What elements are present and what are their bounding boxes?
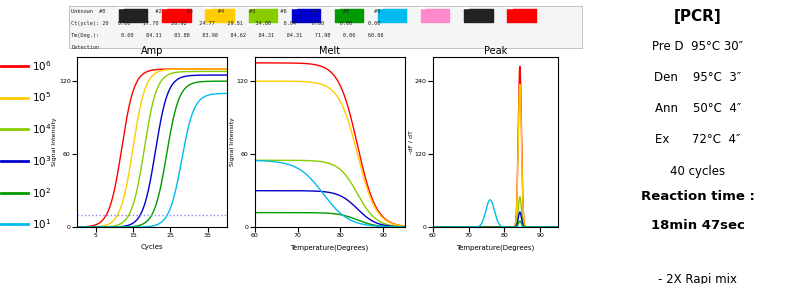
Text: $10^1$: $10^1$ [32,218,51,231]
Bar [205,9,234,22]
Text: Pre D  95°C 30″: Pre D 95°C 30″ [652,40,743,53]
Bar [375,0,383,9]
Title: Amp: Amp [141,46,163,56]
Bar [464,9,493,22]
Bar [116,0,125,9]
Text: Reaction time :: Reaction time : [641,190,755,203]
Bar [159,0,167,9]
Y-axis label: Signal Intensity: Signal Intensity [53,118,57,166]
Text: Ex      72°C  4″: Ex 72°C 4″ [655,133,740,147]
Text: 18min 47sec: 18min 47sec [650,219,745,232]
Title: Melt: Melt [319,46,341,56]
Bar [289,0,297,9]
X-axis label: Cycles: Cycles [141,244,163,250]
Title: Peak: Peak [484,46,507,56]
Bar [378,9,406,22]
Text: $10^4$: $10^4$ [32,122,51,136]
Bar [163,9,190,22]
X-axis label: Temperature(Degrees): Temperature(Degrees) [456,244,535,250]
Text: - 2X Rapi mix: - 2X Rapi mix [659,273,737,284]
Text: Tm(Deg.):       0.00    84.31    83.88    83.98    84.62    84.31    84.31    71: Tm(Deg.): 0.00 84.31 83.88 83.98 84.62 8… [71,34,383,38]
Text: Den    95°C  3″: Den 95°C 3″ [654,71,741,84]
Text: $10^2$: $10^2$ [32,186,51,200]
Bar [507,9,536,22]
Bar [421,9,450,22]
Text: $10^5$: $10^5$ [32,91,51,105]
Bar [462,0,469,9]
Text: Unknown  #0      #1        #2        #3        #4        #5        #6        #7 : Unknown #0 #1 #2 #3 #4 #5 #6 #7 [71,9,381,14]
Y-axis label: -dF / dT: -dF / dT [409,130,413,154]
Text: Ct(ycle): 20   0.00    17.70    20.92    24.77    29.81    34.80    0.04     0.0: Ct(ycle): 20 0.00 17.70 20.92 24.77 29.8… [71,21,381,26]
Bar [332,0,340,9]
Bar [246,0,254,9]
Bar [119,9,147,22]
Y-axis label: Signal Intensity: Signal Intensity [231,118,235,166]
Text: 40 cycles: 40 cycles [670,165,726,178]
Text: $10^3$: $10^3$ [32,154,51,168]
Bar [203,0,210,9]
Text: [PCR]: [PCR] [674,9,722,24]
Text: Ann    50°C  4″: Ann 50°C 4″ [654,102,741,115]
Bar [248,9,277,22]
Bar [292,9,320,22]
Text: Detection: Detection [71,45,100,50]
Bar [418,0,426,9]
Bar [335,9,363,22]
Bar [505,0,513,9]
Text: $10^6$: $10^6$ [32,59,51,73]
X-axis label: Temperature(Degrees): Temperature(Degrees) [290,244,369,250]
